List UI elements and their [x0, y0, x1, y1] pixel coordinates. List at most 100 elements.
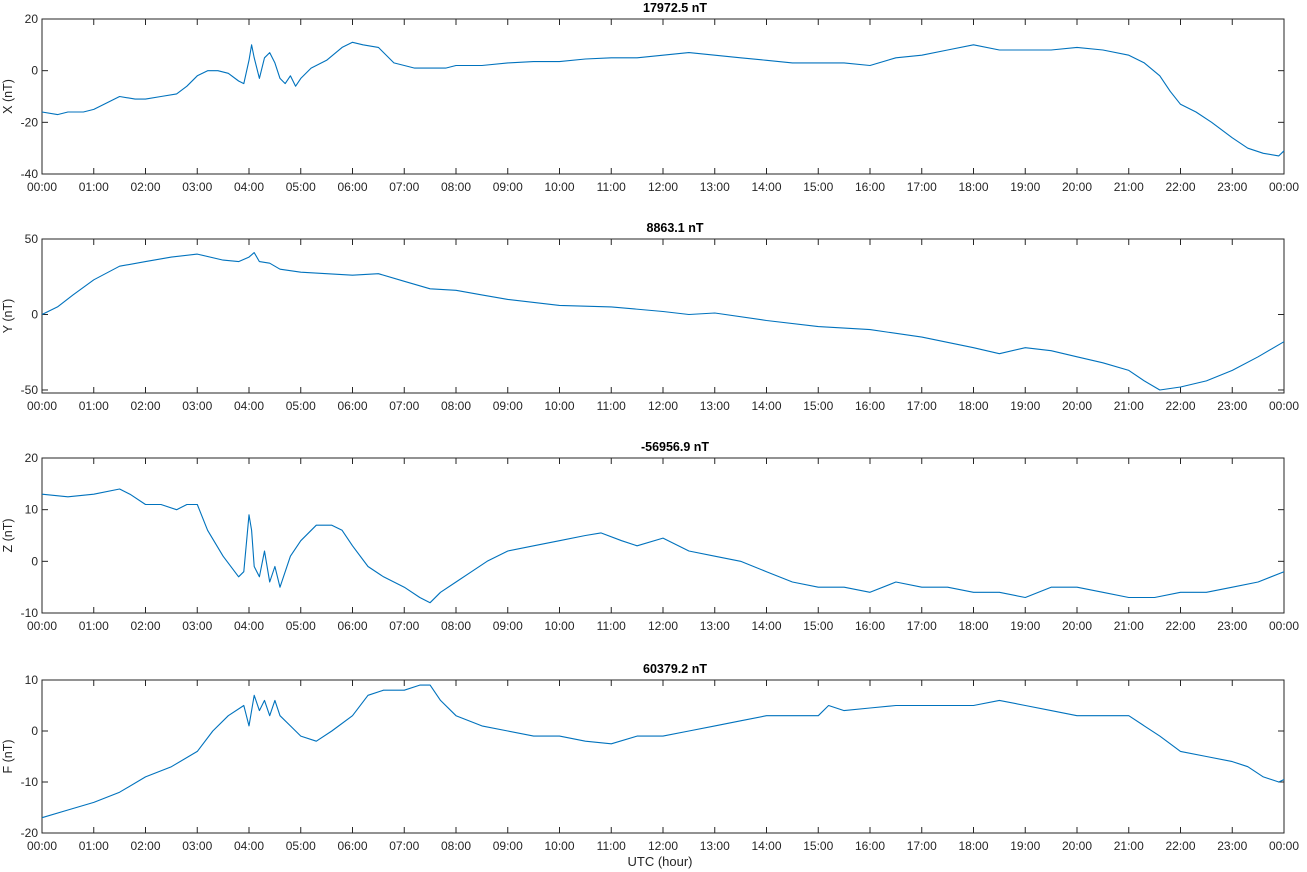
x-tick-label: 05:00 [286, 619, 316, 633]
x-tick-label: 17:00 [907, 180, 937, 194]
y-axis-label: F (nT) [1, 739, 15, 773]
x-tick-label: 17:00 [907, 839, 937, 853]
x-tick-label: 18:00 [958, 839, 988, 853]
x-tick-label: 06:00 [337, 399, 367, 413]
x-tick-label: 18:00 [958, 180, 988, 194]
x-tick-label: 19:00 [1010, 399, 1040, 413]
x-axis-label: UTC (hour) [627, 854, 692, 869]
x-tick-label: 14:00 [751, 180, 781, 194]
x-tick-label: 13:00 [700, 399, 730, 413]
x-tick-label: 09:00 [493, 399, 523, 413]
x-tick-label: 15:00 [803, 399, 833, 413]
x-tick-label: 06:00 [337, 839, 367, 853]
x-tick-label: 05:00 [286, 180, 316, 194]
plot-frame [41, 238, 1285, 394]
x-tick-label: 15:00 [803, 180, 833, 194]
x-tick-label: 06:00 [337, 619, 367, 633]
y-tick-label: -50 [21, 383, 39, 397]
y-tick-label: 50 [25, 232, 39, 246]
y-tick-label: 10 [25, 673, 39, 687]
x-tick-label: 01:00 [79, 839, 109, 853]
plot-frame [41, 457, 1285, 614]
y-tick-label: -40 [21, 167, 39, 181]
x-tick-label: 14:00 [751, 839, 781, 853]
x-tick-label: 07:00 [389, 180, 419, 194]
x-tick-label: 21:00 [1114, 839, 1144, 853]
x-tick-label: 21:00 [1114, 399, 1144, 413]
x-tick-label: 04:00 [234, 399, 264, 413]
x-tick-label: 19:00 [1010, 180, 1040, 194]
x-tick-label: 00:00 [27, 180, 57, 194]
x-tick-label: 02:00 [130, 619, 160, 633]
x-tick-label: 00:00 [27, 839, 57, 853]
x-tick-label: 00:00 [1269, 399, 1299, 413]
x-tick-label: 13:00 [700, 619, 730, 633]
x-tick-label: 08:00 [441, 399, 471, 413]
y-tick-label: 10 [25, 503, 39, 517]
x-tick-label: 11:00 [597, 180, 626, 194]
y-tick-label: -10 [21, 775, 39, 789]
x-tick-label: 21:00 [1114, 619, 1144, 633]
chart-panel-2: 00:00 01:00 02:00 03:00 04:00 05:00 06:00 07:00… [1, 221, 1299, 413]
x-tick-label: 03:00 [182, 180, 212, 194]
x-tick-label: 23:00 [1217, 399, 1247, 413]
x-tick-label: 00:00 [1269, 180, 1299, 194]
x-tick-label: 03:00 [182, 399, 212, 413]
x-tick-label: 16:00 [855, 619, 885, 633]
x-tick-label: 09:00 [493, 180, 523, 194]
x-tick-label: 23:00 [1217, 839, 1247, 853]
x-tick-label: 05:00 [286, 839, 316, 853]
x-tick-label: 12:00 [648, 180, 678, 194]
x-tick-label: 20:00 [1062, 180, 1092, 194]
x-tick-label: 23:00 [1217, 180, 1247, 194]
x-tick-label: 02:00 [130, 839, 160, 853]
series-line [41, 684, 1285, 819]
y-tick-label: 0 [31, 64, 38, 78]
x-tick-label: 18:00 [958, 399, 988, 413]
y-tick-label: 20 [25, 451, 39, 465]
x-tick-label: 22:00 [1165, 839, 1195, 853]
y-tick-label: 0 [31, 724, 38, 738]
x-tick-label: 08:00 [441, 180, 471, 194]
x-tick-label: 19:00 [1010, 619, 1040, 633]
x-tick-label: 12:00 [648, 839, 678, 853]
x-tick-label: 00:00 [27, 399, 57, 413]
x-tick-label: 11:00 [597, 619, 626, 633]
x-tick-label: 22:00 [1165, 180, 1195, 194]
x-tick-label: 12:00 [648, 399, 678, 413]
plot-frame [41, 18, 1285, 175]
x-tick-label: 09:00 [493, 839, 523, 853]
x-tick-label: 20:00 [1062, 839, 1092, 853]
x-tick-label: 17:00 [907, 399, 937, 413]
x-tick-label: 02:00 [130, 399, 160, 413]
x-tick-label: 04:00 [234, 619, 264, 633]
x-tick-label: 01:00 [79, 180, 109, 194]
chart-panel-1: 00:00 01:00 02:00 03:00 04:00 05:00 06:00 07:00… [1, 1, 1299, 194]
x-tick-label: 00:00 [1269, 839, 1299, 853]
x-tick-label: 17:00 [907, 619, 937, 633]
y-tick-label: -10 [21, 606, 39, 620]
x-tick-label: 01:00 [79, 399, 109, 413]
panel-title: 8863.1 nT [647, 221, 704, 235]
x-tick-label: 14:00 [751, 619, 781, 633]
x-tick-label: 09:00 [493, 619, 523, 633]
x-tick-label: 07:00 [389, 619, 419, 633]
x-tick-label: 15:00 [803, 619, 833, 633]
x-tick-label: 07:00 [389, 839, 419, 853]
x-tick-label: 23:00 [1217, 619, 1247, 633]
x-tick-label: 00:00 [1269, 619, 1299, 633]
x-tick-label: 13:00 [700, 180, 730, 194]
x-tick-label: 18:00 [958, 619, 988, 633]
series-line [41, 252, 1285, 391]
x-tick-label: 12:00 [648, 619, 678, 633]
x-tick-label: 07:00 [389, 399, 419, 413]
panel-title: -56956.9 nT [641, 440, 709, 454]
series-line [41, 488, 1285, 604]
x-tick-label: 20:00 [1062, 619, 1092, 633]
x-tick-label: 11:00 [597, 839, 626, 853]
series-line [41, 41, 1285, 157]
x-tick-label: 05:00 [286, 399, 316, 413]
x-tick-label: 10:00 [544, 839, 574, 853]
x-tick-label: 02:00 [130, 180, 160, 194]
